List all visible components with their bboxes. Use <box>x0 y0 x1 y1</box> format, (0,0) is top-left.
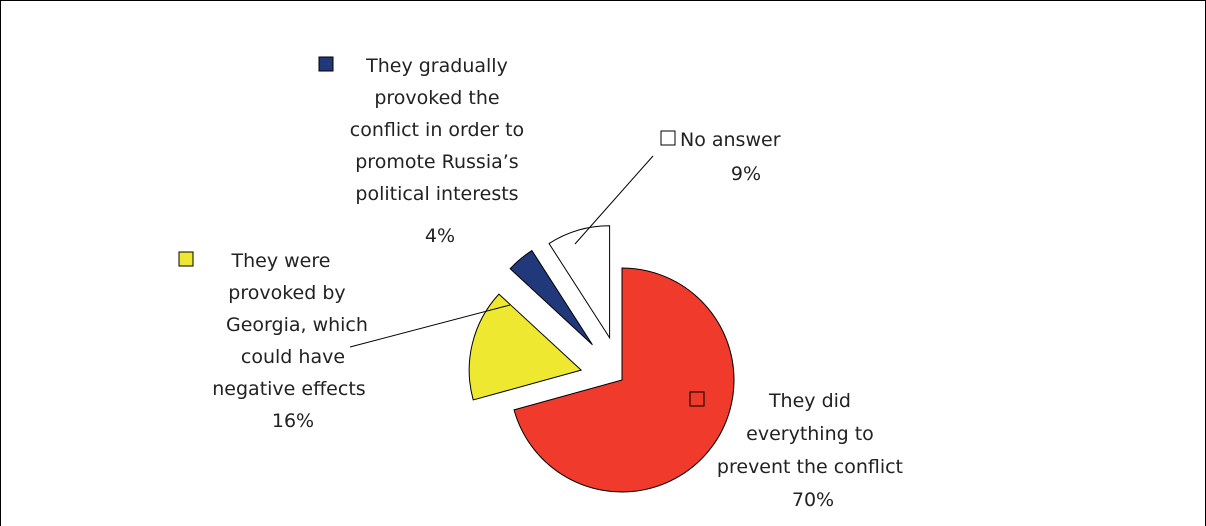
label-blue-line-4: promote Russia’s <box>355 151 518 173</box>
pie-slice-yellow <box>468 293 583 401</box>
label-yellow-line-4: could have <box>241 346 345 368</box>
pie-slice-blue <box>509 249 593 346</box>
legend-swatch-blue <box>318 56 334 72</box>
label-white-value: 9% <box>731 163 761 185</box>
leader-lines <box>349 155 654 348</box>
pie-slice-red <box>513 267 735 493</box>
pie-slices <box>468 225 735 493</box>
label-yellow-line-1: They were <box>231 250 331 272</box>
label-red-line-3: prevent the conflict <box>717 456 903 478</box>
svg-text:No answer: No answer <box>680 129 781 151</box>
label-white: No answer 9% <box>660 129 781 185</box>
legend-swatch-yellow <box>178 251 194 267</box>
label-blue-line-3: conflict in order to <box>350 119 524 141</box>
label-yellow-line-5: negative effects <box>212 378 365 400</box>
svg-text:They were provoked by: They were provoked by Georgia, which cou… <box>212 250 374 432</box>
label-red-value: 70% <box>792 489 834 511</box>
legend-swatch-white <box>660 130 676 146</box>
svg-text:They did everything to: They did everything to prevent the confl… <box>717 390 909 511</box>
svg-text:9%: 9% <box>731 163 761 185</box>
legend-swatch-red <box>689 391 705 407</box>
label-yellow: They were provoked by Georgia, which cou… <box>178 250 374 432</box>
label-red-line-2: everything to <box>746 423 874 445</box>
label-blue: They gradually provoked the conflict in … <box>318 55 530 247</box>
label-yellow-line-3: Georgia, which <box>226 314 368 336</box>
leader-line-yellow <box>349 304 511 348</box>
label-white-line-1: No answer <box>680 129 781 151</box>
label-blue-line-5: political interests <box>355 183 518 205</box>
label-yellow-line-2: provoked by <box>228 282 345 304</box>
label-red-line-1: They did <box>768 390 851 412</box>
label-blue-line-2: provoked the <box>374 87 499 109</box>
leader-line-white <box>574 155 654 245</box>
label-yellow-value: 16% <box>272 410 314 432</box>
svg-text:They gradually provoked: They gradually provoked the conflict in … <box>350 55 530 247</box>
label-red: They did everything to prevent the confl… <box>689 390 909 511</box>
label-blue-line-1: They gradually <box>365 55 508 77</box>
label-blue-value: 4% <box>425 225 455 247</box>
pie-slice-white <box>548 225 611 340</box>
